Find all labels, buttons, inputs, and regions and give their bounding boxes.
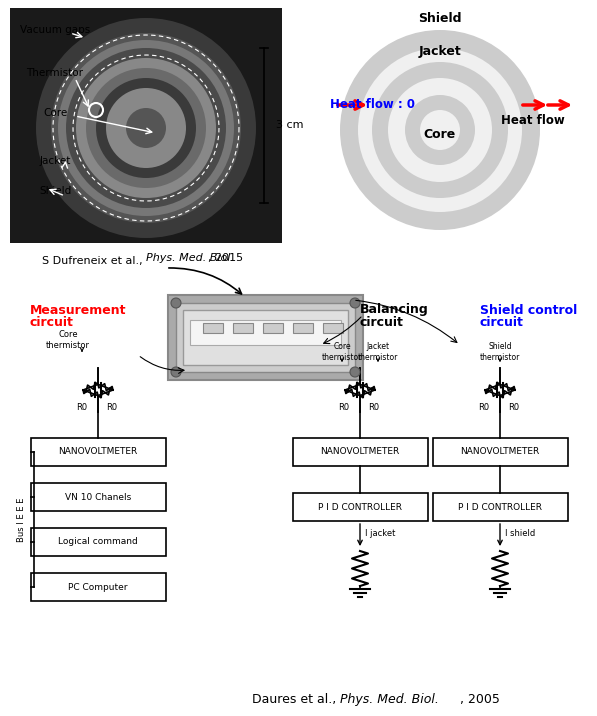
Text: Phys. Med. Biol.: Phys. Med. Biol. — [340, 694, 439, 707]
Text: P I D CONTROLLER: P I D CONTROLLER — [458, 503, 542, 511]
Text: circuit: circuit — [30, 316, 74, 329]
Text: I shield: I shield — [505, 530, 536, 538]
Circle shape — [405, 95, 475, 165]
Bar — [10, 8, 282, 243]
Circle shape — [420, 110, 460, 150]
Bar — [233, 323, 253, 333]
Circle shape — [126, 108, 166, 148]
Text: Vacuum gaps: Vacuum gaps — [20, 25, 90, 35]
Circle shape — [36, 18, 256, 238]
Text: , 2015: , 2015 — [208, 253, 243, 263]
Bar — [183, 310, 348, 365]
Bar — [323, 323, 343, 333]
Text: Shield: Shield — [418, 11, 461, 24]
Text: NANOVOLTMETER: NANOVOLTMETER — [59, 448, 138, 457]
Text: Daures et al.,: Daures et al., — [252, 694, 340, 707]
Circle shape — [86, 68, 206, 188]
Text: R0: R0 — [368, 402, 380, 412]
Text: Jacket: Jacket — [418, 46, 461, 59]
Circle shape — [66, 48, 226, 208]
Text: , 2005: , 2005 — [460, 694, 500, 707]
Bar — [293, 493, 428, 521]
Bar — [433, 438, 568, 466]
Circle shape — [106, 88, 186, 168]
Bar — [190, 320, 341, 345]
Circle shape — [171, 367, 181, 377]
Text: Core
thermistor: Core thermistor — [322, 342, 362, 362]
Text: S Dufreneix et al.,: S Dufreneix et al., — [42, 256, 146, 266]
Text: Logical command: Logical command — [58, 538, 138, 546]
Bar — [263, 323, 283, 333]
Text: PC Computer: PC Computer — [68, 583, 128, 591]
Circle shape — [51, 33, 241, 223]
Text: Jacket
thermistor: Jacket thermistor — [358, 342, 398, 362]
Text: P I D CONTROLLER: P I D CONTROLLER — [318, 503, 402, 511]
Text: Balancing: Balancing — [360, 304, 429, 316]
Text: Core: Core — [43, 108, 67, 118]
Text: NANOVOLTMETER: NANOVOLTMETER — [460, 448, 540, 457]
Bar — [293, 438, 428, 466]
Text: VN 10 Chanels: VN 10 Chanels — [65, 493, 131, 501]
Bar — [31, 528, 166, 556]
Bar — [31, 483, 166, 511]
Text: Heat flow: Heat flow — [501, 114, 565, 127]
Text: R0: R0 — [479, 402, 490, 412]
Circle shape — [350, 298, 360, 308]
Bar — [168, 295, 363, 380]
Text: NANOVOLTMETER: NANOVOLTMETER — [321, 448, 399, 457]
Text: Shield control: Shield control — [480, 304, 577, 316]
Bar — [433, 493, 568, 521]
Circle shape — [76, 58, 216, 198]
Text: Heat flow : 0: Heat flow : 0 — [330, 99, 414, 112]
Bar — [176, 303, 355, 372]
Text: R0: R0 — [76, 402, 88, 412]
Text: Bus I E E E: Bus I E E E — [17, 498, 26, 542]
Text: circuit: circuit — [480, 316, 524, 329]
Circle shape — [340, 30, 540, 230]
Text: R0: R0 — [509, 402, 519, 412]
Bar — [293, 323, 313, 333]
Bar — [31, 573, 166, 601]
Text: Jacket: Jacket — [39, 156, 70, 166]
Circle shape — [372, 62, 508, 198]
Text: R0: R0 — [338, 402, 350, 412]
Text: circuit: circuit — [360, 316, 404, 329]
Circle shape — [388, 78, 492, 182]
Bar — [31, 438, 166, 466]
Text: R0: R0 — [106, 402, 118, 412]
Text: Thermistor: Thermistor — [26, 68, 84, 78]
Text: Shield: Shield — [39, 186, 71, 196]
Text: I jacket: I jacket — [365, 530, 395, 538]
Text: Measurement: Measurement — [30, 304, 127, 316]
Circle shape — [96, 78, 196, 178]
Text: Core: Core — [424, 128, 456, 142]
Text: Core
thermistor: Core thermistor — [46, 330, 90, 349]
Circle shape — [171, 298, 181, 308]
Text: Shield
thermistor: Shield thermistor — [480, 342, 520, 362]
Circle shape — [58, 40, 234, 216]
Text: 3 cm: 3 cm — [276, 120, 303, 130]
Circle shape — [358, 48, 522, 212]
Bar — [203, 323, 223, 333]
Text: Phys. Med. Biol.: Phys. Med. Biol. — [146, 253, 234, 263]
Circle shape — [350, 367, 360, 377]
